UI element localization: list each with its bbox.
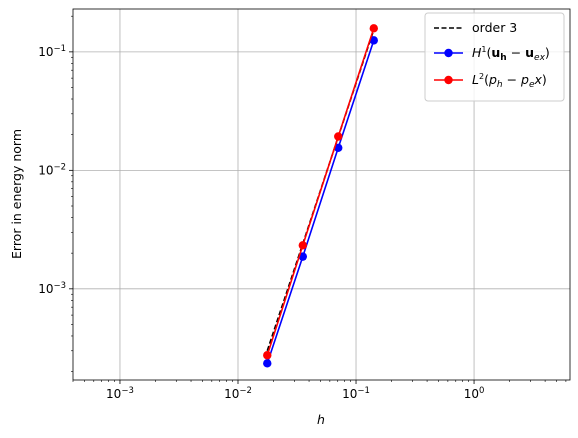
x-tick-label: 10−3 xyxy=(106,386,134,401)
x-tick-label: 100 xyxy=(464,386,485,401)
legend-l2-label: L2(ph − pex) xyxy=(472,72,547,90)
x-tick-label: 10−1 xyxy=(342,386,370,401)
legend-h1-marker xyxy=(444,48,453,58)
y-tick-label: 10−3 xyxy=(38,281,66,296)
series-h1-line xyxy=(266,40,375,364)
x-axis-label: h xyxy=(317,412,325,427)
y-axis-ticks: 10−3 10−2 10−1 xyxy=(38,44,73,296)
series-h1-point xyxy=(298,252,307,261)
series-l2-line xyxy=(266,28,375,356)
y-tick-label: 10−1 xyxy=(38,44,66,59)
legend-order-label: order 3 xyxy=(472,20,517,35)
series-l2-point xyxy=(334,132,343,141)
legend: order 3 H1(uh − uex) L2(ph − pex) xyxy=(424,12,565,102)
legend-l2-marker xyxy=(444,75,453,85)
series-layer xyxy=(263,24,378,368)
legend-box xyxy=(424,12,565,102)
x-tick-label: 10−2 xyxy=(224,386,252,401)
series-l2-point xyxy=(369,24,378,33)
y-tick-label: 10−2 xyxy=(38,162,66,177)
y-axis-label: Error in energy norm xyxy=(9,129,24,259)
x-axis-ticks: 10−3 10−2 10−1 100 xyxy=(106,380,484,401)
series-h1-point xyxy=(263,359,272,368)
series-l2-point xyxy=(298,241,307,250)
legend-h1-label: H1(uh − uex) xyxy=(472,45,550,63)
plot-frame xyxy=(72,8,571,381)
series-h1-point xyxy=(334,143,343,152)
series-l2-point xyxy=(263,351,272,360)
series-h1-point xyxy=(369,36,378,45)
